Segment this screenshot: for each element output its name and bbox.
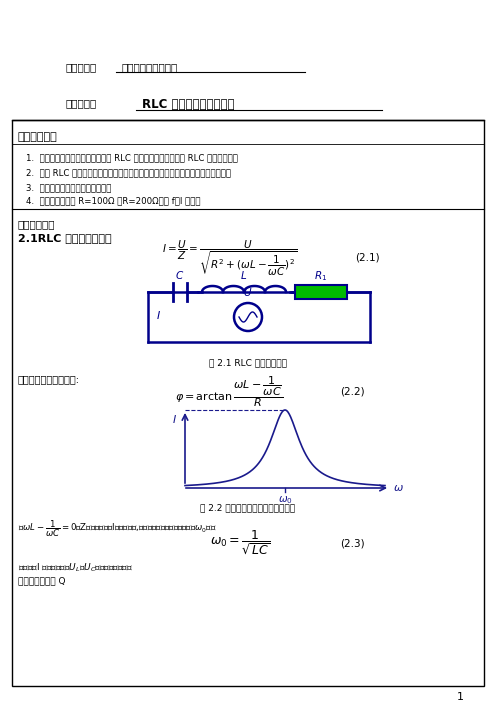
Text: $U$: $U$	[244, 286, 252, 298]
Text: (2.3): (2.3)	[340, 538, 365, 548]
Text: 一、实验目的: 一、实验目的	[18, 132, 58, 142]
Text: 3.  学习交流电路中测电压的方法。: 3. 学习交流电路中测电压的方法。	[26, 183, 112, 192]
Text: 大学物理实验（二）: 大学物理实验（二）	[122, 62, 178, 72]
Text: 二、实验原理: 二、实验原理	[18, 219, 56, 229]
Text: $I$: $I$	[172, 413, 177, 425]
Text: $\varphi = \arctan\dfrac{\omega L - \dfrac{1}{\omega C}}{R}$: $\varphi = \arctan\dfrac{\omega L - \dfr…	[175, 375, 283, 409]
Text: $\omega_0 = \dfrac{1}{\sqrt{LC}}$: $\omega_0 = \dfrac{1}{\sqrt{LC}}$	[210, 529, 270, 557]
Text: (2.2): (2.2)	[340, 387, 365, 397]
Text: RLC 电路谐振特性的研究: RLC 电路谐振特性的研究	[142, 98, 235, 111]
Text: $L$: $L$	[241, 269, 248, 281]
Text: (2.1): (2.1)	[355, 253, 379, 263]
Text: $I = \dfrac{U}{Z} = \dfrac{U}{\sqrt{R^{2}+(\omega L-\dfrac{1}{\omega C})^{2}}}$: $I = \dfrac{U}{Z} = \dfrac{U}{\sqrt{R^{2…	[162, 238, 297, 278]
Text: $I$: $I$	[156, 309, 161, 321]
Text: 图 2.1 RLC 串联谐振电路: 图 2.1 RLC 串联谐振电路	[209, 358, 287, 367]
Text: 课程名称：: 课程名称：	[65, 62, 96, 72]
Bar	[12, 120, 484, 686]
Text: 2.1RLC 串联电路的谐振: 2.1RLC 串联电路的谐振	[18, 233, 112, 243]
Text: 4.  测绘串联电路在 R=100Ω 、R=200Ω谐振 f－I 曲线。: 4. 测绘串联电路在 R=100Ω 、R=200Ω谐振 f－I 曲线。	[26, 196, 200, 205]
Bar	[295, 285, 347, 299]
Text: $\omega$: $\omega$	[393, 483, 404, 493]
Text: 谐振时：I 有一极大值，$U_L$与$U_C$相等，且相位相反: 谐振时：I 有一极大值，$U_L$与$U_C$相等，且相位相反	[18, 562, 133, 574]
Text: 2.  学习 RLC 电路谐振曲线的测绘方法和谐振频率、通频带、品质因数的测试方法。: 2. 学习 RLC 电路谐振曲线的测绘方法和谐振频率、通频带、品质因数的测试方法…	[26, 168, 231, 177]
Text: 电压与电流的位相差为:: 电压与电流的位相差为:	[18, 374, 80, 384]
Text: 1: 1	[456, 692, 463, 702]
Text: $\omega_0$: $\omega_0$	[278, 494, 293, 506]
Text: 图 2.2 电压和电流的频率的关系曲线: 图 2.2 电压和电流的频率的关系曲线	[200, 503, 296, 512]
Text: $R_1$: $R_1$	[314, 269, 327, 283]
Text: 定义：品质因数 Q: 定义：品质因数 Q	[18, 576, 65, 585]
Text: 当$\omega L-\dfrac{1}{\omega C}=0$，Z有一极小值；I有一极大值,此时的圆频率称为谐振圆频率$\omega_0$，且: 当$\omega L-\dfrac{1}{\omega C}=0$，Z有一极小值…	[18, 518, 217, 538]
Text: 1.  研究交流电路的谐振现象，认识 RLC 电路的谐振特性；了解 RLC 的选频特性。: 1. 研究交流电路的谐振现象，认识 RLC 电路的谐振特性；了解 RLC 的选频…	[26, 153, 238, 162]
Text: $C$: $C$	[176, 269, 185, 281]
Text: 实验名称：: 实验名称：	[65, 98, 96, 108]
